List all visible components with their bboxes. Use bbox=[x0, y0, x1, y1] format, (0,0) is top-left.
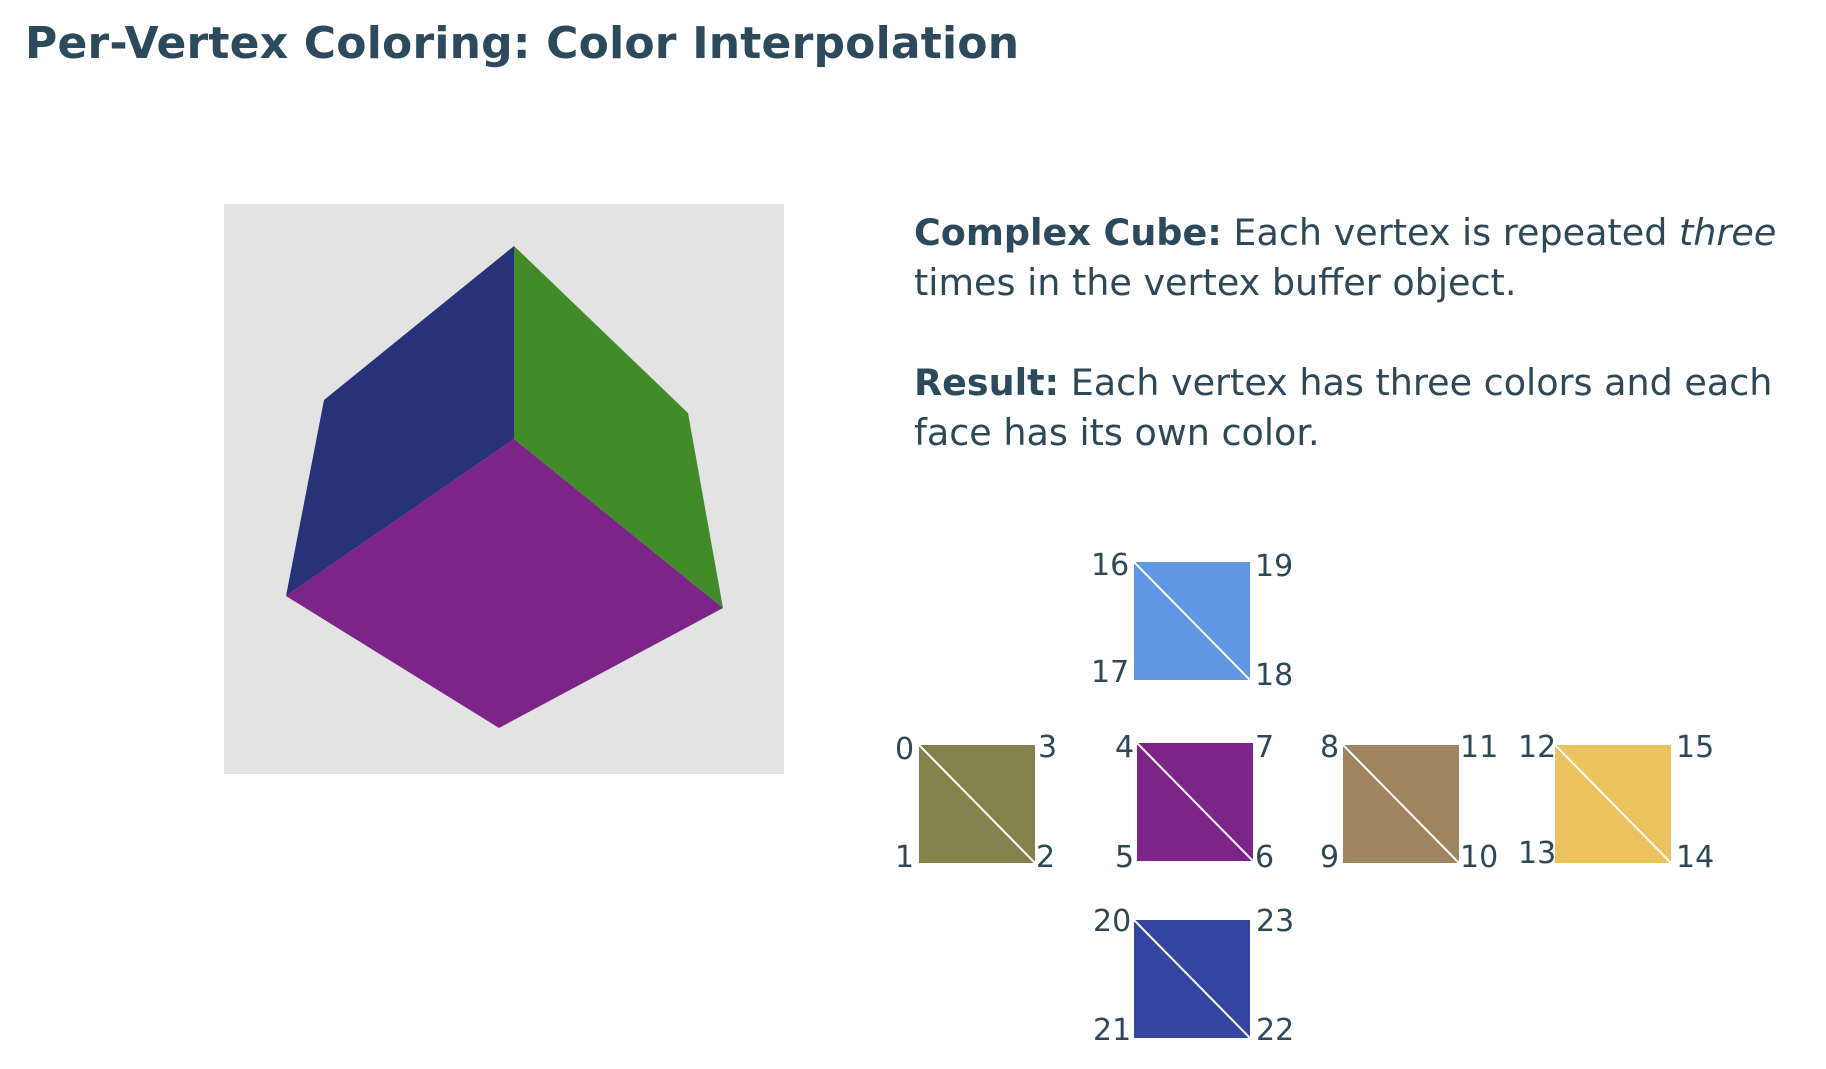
vertex-label: 6 bbox=[1255, 840, 1275, 875]
vertex-label: 0 bbox=[895, 732, 915, 767]
vertex-label: 9 bbox=[1320, 840, 1340, 875]
vertex-label: 8 bbox=[1320, 730, 1340, 765]
face-0-quad bbox=[919, 745, 1035, 863]
vertex-label: 21 bbox=[1093, 1013, 1132, 1048]
vertex-label: 22 bbox=[1256, 1013, 1295, 1048]
vertex-label: 1 bbox=[895, 840, 915, 875]
vertex-label: 16 bbox=[1091, 548, 1130, 583]
vertex-label: 15 bbox=[1676, 730, 1715, 765]
face-3-quad bbox=[1555, 745, 1671, 863]
complex-cube-label: Complex Cube: bbox=[914, 211, 1222, 254]
vertex-label: 3 bbox=[1038, 730, 1058, 765]
vertex-label: 23 bbox=[1256, 904, 1295, 939]
vertex-label: 10 bbox=[1460, 840, 1499, 875]
vertex-label: 18 bbox=[1255, 658, 1294, 693]
vertex-label: 17 bbox=[1091, 655, 1130, 690]
vertex-label: 14 bbox=[1676, 840, 1715, 875]
description-paragraph-2: Result: Each vertex has three colors and… bbox=[914, 361, 1773, 454]
cube-right-face bbox=[514, 246, 723, 608]
vertex-label: 11 bbox=[1460, 730, 1499, 765]
vertex-label: 4 bbox=[1115, 730, 1135, 765]
page-title: Per-Vertex Coloring: Color Interpolation bbox=[25, 18, 1020, 69]
cube-render bbox=[286, 246, 723, 728]
face-1-quad bbox=[1137, 743, 1253, 861]
vertex-label: 12 bbox=[1518, 730, 1557, 765]
face-5-quad bbox=[1134, 920, 1250, 1038]
face-2-quad bbox=[1343, 745, 1459, 863]
vertex-label: 5 bbox=[1115, 840, 1135, 875]
description-paragraph-1: Complex Cube: Each vertex is repeated th… bbox=[914, 211, 1777, 304]
face-4-quad bbox=[1134, 562, 1250, 680]
cube-left-face bbox=[286, 246, 514, 596]
vertex-label: 19 bbox=[1255, 549, 1294, 584]
description: Complex Cube: Each vertex is repeated th… bbox=[914, 208, 1804, 508]
vertex-label: 20 bbox=[1093, 904, 1132, 939]
cube-top-face bbox=[286, 439, 723, 728]
result-label: Result: bbox=[914, 361, 1060, 404]
vertex-label: 2 bbox=[1036, 840, 1056, 875]
cube-render-panel bbox=[224, 204, 784, 774]
vertex-label: 13 bbox=[1518, 836, 1557, 871]
vertex-label: 7 bbox=[1255, 730, 1275, 765]
